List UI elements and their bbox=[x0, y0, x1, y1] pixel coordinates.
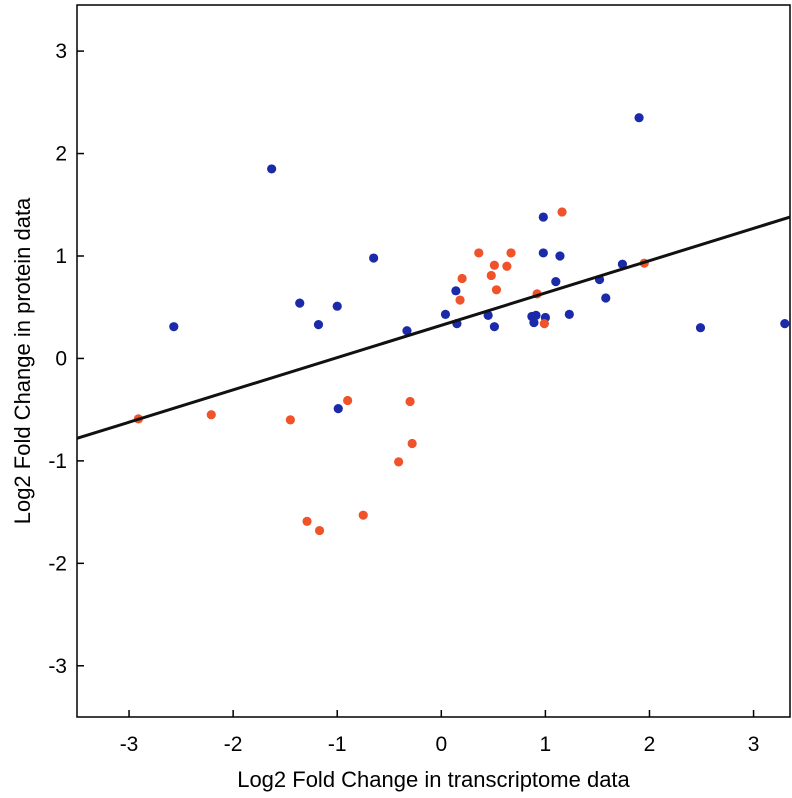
data-point bbox=[302, 516, 312, 526]
x-tick-label: 3 bbox=[748, 733, 760, 756]
data-point bbox=[617, 259, 628, 269]
data-point bbox=[206, 410, 216, 420]
data-point bbox=[440, 309, 451, 319]
x-axis-title: Log2 Fold Change in transcriptome data bbox=[237, 767, 630, 792]
y-tick-label: -2 bbox=[48, 552, 67, 575]
plot-area-frame bbox=[76, 4, 791, 718]
x-tick-label: 2 bbox=[644, 733, 656, 756]
trend-line bbox=[76, 215, 791, 440]
y-tick-label: 1 bbox=[55, 245, 67, 268]
data-point bbox=[538, 212, 548, 222]
data-point bbox=[332, 301, 342, 311]
data-point bbox=[551, 277, 561, 287]
data-point bbox=[402, 326, 412, 336]
data-point bbox=[557, 207, 567, 217]
data-point bbox=[538, 248, 548, 258]
data-point bbox=[539, 319, 549, 329]
y-axis-ticks: 3 2 1 0 -1 -2 -3 bbox=[48, 40, 84, 678]
data-point bbox=[491, 285, 502, 295]
data-point bbox=[343, 395, 353, 406]
data-point bbox=[457, 273, 467, 284]
data-point bbox=[506, 248, 516, 258]
data-point bbox=[555, 251, 565, 261]
data-point bbox=[285, 415, 295, 425]
data-point bbox=[502, 261, 512, 271]
data-point bbox=[564, 309, 574, 319]
data-point bbox=[531, 310, 541, 321]
data-point bbox=[314, 525, 325, 536]
data-point bbox=[369, 253, 379, 263]
data-points bbox=[133, 113, 790, 536]
y-tick-label: 0 bbox=[55, 347, 67, 370]
data-point bbox=[169, 322, 179, 332]
data-point bbox=[358, 510, 368, 520]
x-tick-label: 1 bbox=[540, 733, 552, 756]
data-point bbox=[601, 293, 611, 303]
y-tick-label: 2 bbox=[55, 143, 67, 166]
y-tick-label: 3 bbox=[55, 40, 67, 63]
x-tick-label: -1 bbox=[328, 733, 347, 756]
data-point bbox=[529, 317, 539, 328]
data-point bbox=[780, 319, 790, 329]
data-point bbox=[451, 286, 461, 296]
data-point bbox=[295, 298, 305, 308]
data-point bbox=[267, 164, 277, 174]
y-axis-title: Log2 Fold Change in protein data bbox=[10, 197, 35, 524]
data-point bbox=[455, 295, 465, 305]
data-point bbox=[405, 396, 415, 407]
x-tick-label: -2 bbox=[224, 733, 243, 756]
x-tick-label: 0 bbox=[435, 733, 447, 756]
data-point bbox=[486, 270, 496, 281]
x-tick-label: -3 bbox=[120, 733, 139, 756]
data-point bbox=[634, 113, 644, 123]
data-point bbox=[313, 320, 324, 330]
data-point bbox=[407, 438, 417, 449]
y-tick-label: -1 bbox=[48, 450, 67, 473]
data-point bbox=[483, 310, 493, 321]
data-point bbox=[489, 322, 499, 332]
y-tick-label: -3 bbox=[48, 655, 67, 678]
data-point bbox=[695, 323, 706, 333]
data-point bbox=[394, 457, 404, 467]
data-point bbox=[474, 248, 484, 258]
x-axis-ticks: -3 -2 -1 0 1 2 3 bbox=[120, 710, 760, 756]
data-point bbox=[333, 404, 343, 414]
data-point bbox=[489, 260, 499, 270]
